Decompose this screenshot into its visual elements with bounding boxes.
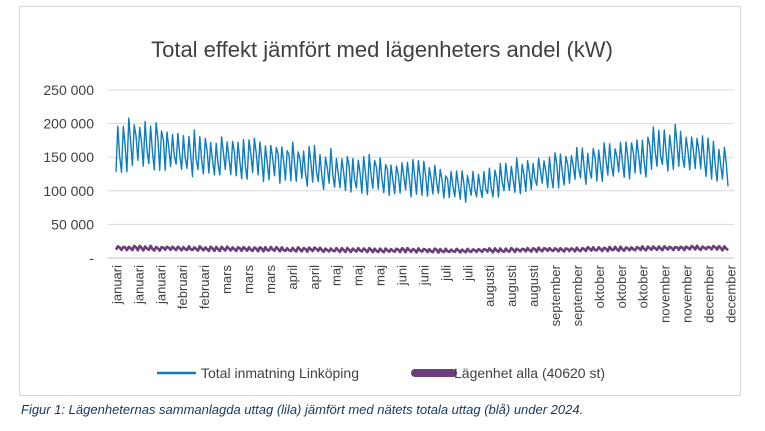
series-apartments (114, 244, 729, 254)
x-tick-label-24: oktober (636, 264, 651, 308)
x-tick-label-18: augusti (504, 265, 519, 307)
x-tick-label-28: december (723, 264, 738, 322)
x-tick-label-21: september (570, 264, 585, 326)
y-tick-label-5: - (89, 250, 94, 266)
x-tick-label-1: januari (131, 265, 146, 305)
x-tick-label-12: maj (373, 265, 388, 286)
x-tick-label-25: november (658, 264, 673, 322)
y-axis: 250 000 200 000 150 000 100 000 50 000 - (43, 82, 94, 266)
series-line-0 (115, 117, 729, 203)
chart-svg: Total effekt jämfört med lägenheters and… (43, 37, 738, 381)
x-tick-label-7: mars (263, 265, 278, 294)
x-tick-label-10: maj (329, 265, 344, 286)
x-tick-label-4: februari (197, 265, 212, 309)
x-tick-label-17: augusti (482, 265, 497, 307)
x-tick-label-26: november (680, 264, 695, 322)
y-tick-label-2: 150 000 (43, 149, 94, 165)
x-tick-label-22: oktober (592, 264, 607, 308)
y-tick-label-1: 200 000 (43, 116, 94, 132)
series-total (115, 117, 729, 203)
x-axis: januari januari januari februari februari mar… (109, 264, 738, 326)
x-tick-label-6: mars (241, 265, 256, 294)
x-tick-label-23: oktober (614, 264, 629, 308)
x-tick-label-16: juli (460, 265, 475, 282)
y-tick-label-0: 250 000 (43, 82, 94, 98)
x-tick-label-11: maj (351, 265, 366, 286)
x-tick-label-3: februari (175, 265, 190, 309)
x-tick-label-0: januari (109, 265, 124, 305)
x-tick-label-27: december (702, 264, 717, 322)
x-tick-label-15: juli (438, 265, 453, 282)
chart-frame: Total effekt jämfört med lägenheters and… (19, 6, 741, 396)
legend: Total inmatning Linköping Lägenhet alla … (157, 365, 605, 381)
x-tick-label-13: juni (395, 265, 410, 286)
x-tick-label-14: juni (416, 265, 431, 286)
x-tick-label-9: april (307, 265, 322, 290)
x-tick-label-2: januari (153, 265, 168, 305)
legend-label-total: Total inmatning Linköping (201, 365, 359, 381)
x-tick-label-20: september (548, 264, 563, 326)
legend-label-apartments: Lägenhet alla (40620 st) (454, 365, 605, 381)
y-tick-label-3: 100 000 (43, 183, 94, 199)
x-tick-label-19: augusti (526, 265, 541, 307)
figure-caption: Figur 1: Lägenheternas sammanlagda uttag… (21, 402, 584, 417)
x-tick-label-5: mars (219, 265, 234, 294)
series-line-1 (114, 244, 729, 254)
y-tick-label-4: 50 000 (51, 216, 94, 232)
chart-title: Total effekt jämfört med lägenheters and… (151, 37, 613, 62)
x-tick-label-8: april (285, 265, 300, 290)
